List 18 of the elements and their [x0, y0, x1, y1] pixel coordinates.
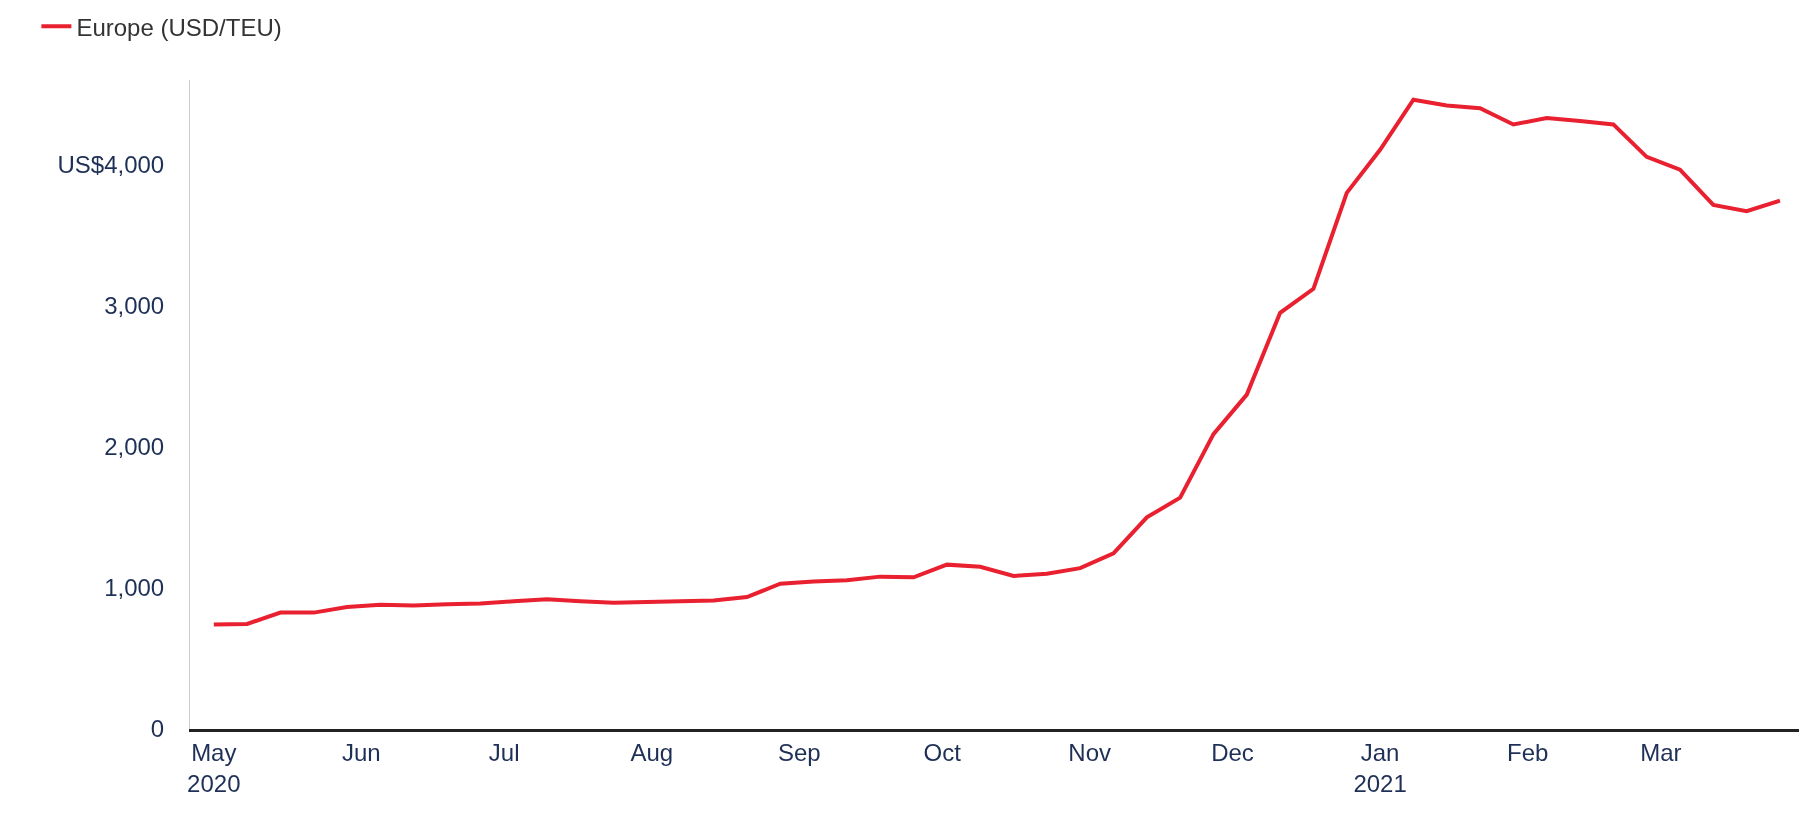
x-tick-label: May 2020	[187, 738, 241, 797]
y-tick-label: 3,000	[104, 292, 165, 320]
x-tick-label: Aug	[630, 738, 674, 766]
y-tick-label: 1,000	[104, 574, 165, 602]
y-tick-label: 0	[150, 715, 165, 743]
x-tick-label: Jul	[488, 738, 520, 766]
x-tick-label: Oct	[923, 738, 962, 766]
x-tick-label: Sep	[777, 738, 821, 766]
x-tick-label: Mar	[1640, 738, 1682, 766]
x-tick-label: Jan 2021	[1353, 738, 1407, 797]
y-tick-label: 2,000	[104, 433, 165, 461]
x-tick-label: Feb	[1506, 738, 1549, 766]
x-tick-label: Jun	[342, 738, 381, 766]
legend-label: Europe (USD/TEU)	[76, 13, 282, 41]
line-series	[211, 97, 1782, 627]
x-tick-label: Dec	[1211, 738, 1254, 766]
y-tick-label: US$4,000	[57, 151, 165, 179]
x-tick-label: Nov	[1068, 738, 1112, 766]
